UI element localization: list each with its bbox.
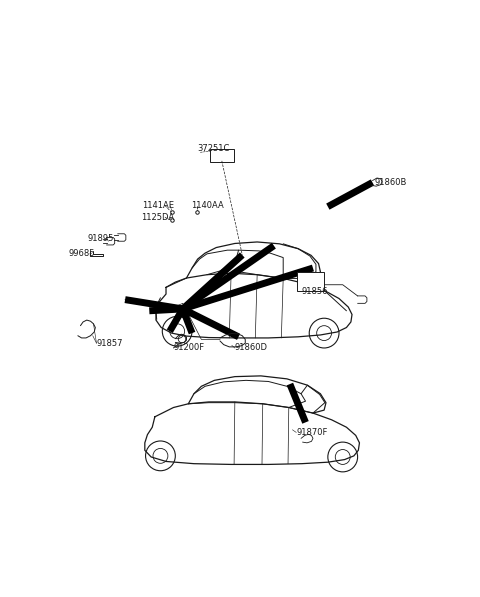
Text: 91870F: 91870F [296, 428, 327, 437]
Text: 1125DA: 1125DA [141, 213, 174, 222]
FancyBboxPatch shape [297, 272, 324, 291]
Text: 91856: 91856 [302, 287, 328, 296]
Text: 1141AE: 1141AE [142, 201, 174, 210]
Text: 91860D: 91860D [235, 343, 268, 352]
Text: 99685: 99685 [68, 250, 95, 259]
Text: 91860B: 91860B [374, 178, 407, 187]
FancyBboxPatch shape [210, 149, 234, 162]
Text: 91200F: 91200F [173, 343, 204, 352]
Text: 1140AA: 1140AA [191, 201, 224, 210]
Text: 91857: 91857 [96, 338, 123, 347]
Circle shape [180, 306, 186, 312]
Text: 91895: 91895 [88, 234, 114, 243]
Text: 37251C: 37251C [198, 144, 230, 153]
